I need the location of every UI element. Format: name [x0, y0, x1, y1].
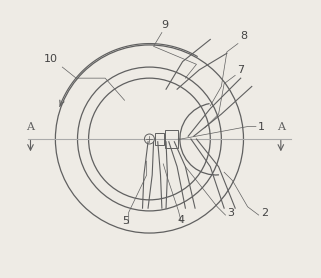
Text: 9: 9 — [161, 20, 168, 30]
Text: 1: 1 — [258, 121, 265, 131]
Bar — [165, 130, 178, 148]
Text: 3: 3 — [228, 208, 235, 218]
Text: A: A — [27, 122, 34, 132]
Text: 5: 5 — [122, 216, 129, 226]
Text: 4: 4 — [178, 215, 185, 225]
Text: 10: 10 — [44, 54, 58, 64]
Text: A: A — [277, 122, 285, 132]
Text: 2: 2 — [261, 208, 268, 218]
Text: 8: 8 — [240, 31, 247, 41]
Text: 7: 7 — [237, 65, 244, 75]
Bar — [155, 133, 164, 145]
